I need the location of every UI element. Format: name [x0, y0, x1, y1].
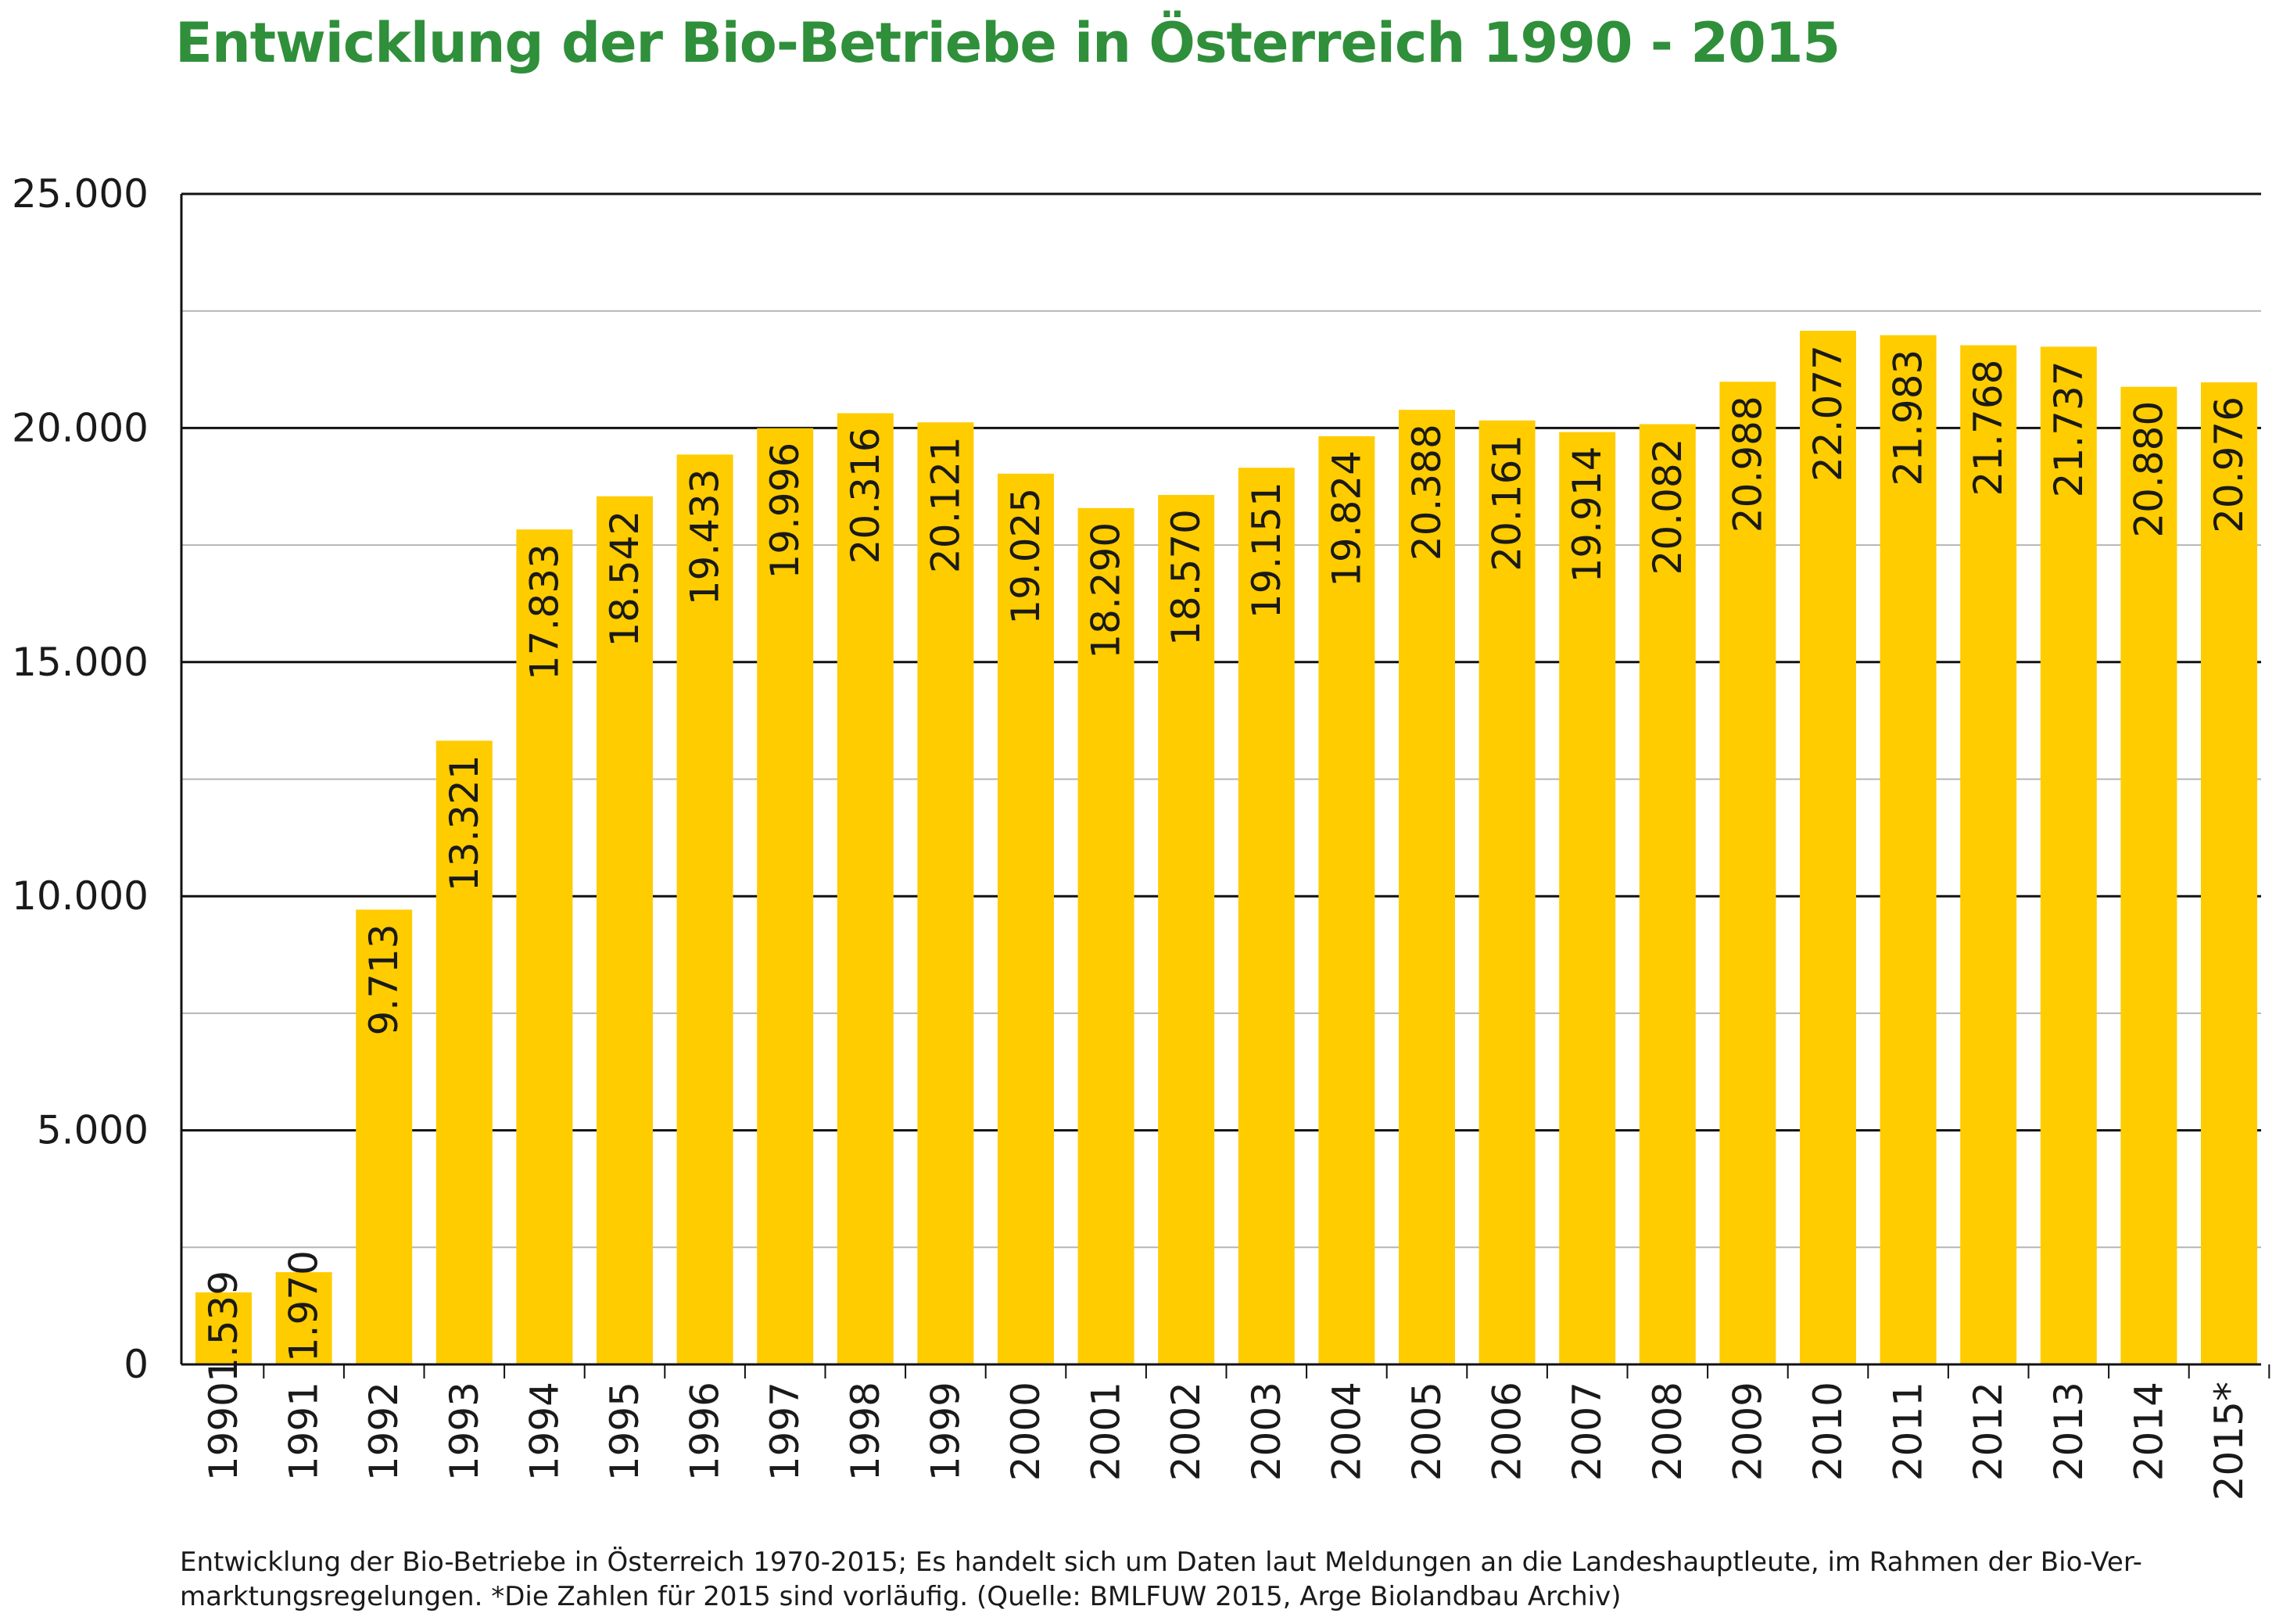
x-tick-label: 2008	[1645, 1382, 1690, 1481]
value-label: 20.880	[2126, 401, 2171, 538]
grid-lines	[181, 192, 2261, 1249]
value-label: 22.077	[1805, 345, 1851, 482]
value-label: 9.713	[361, 923, 407, 1035]
value-label: 21.737	[2046, 360, 2091, 497]
x-tick-label: 1990	[201, 1382, 246, 1481]
bar	[757, 428, 814, 1364]
x-tick-label: 1995	[602, 1382, 647, 1481]
bar	[1158, 495, 1215, 1365]
value-label: 20.082	[1645, 438, 1690, 575]
value-label: 18.290	[1084, 522, 1129, 659]
bar	[597, 496, 653, 1364]
bar	[1478, 420, 1536, 1365]
value-label: 19.996	[762, 443, 808, 579]
value-label: 17.833	[521, 543, 567, 680]
y-tick-label: 0	[124, 1342, 149, 1387]
x-tick-label: 1998	[843, 1382, 888, 1481]
value-label: 13.321	[442, 755, 487, 891]
bar	[1238, 468, 1295, 1365]
x-tick-label: 2004	[1324, 1382, 1369, 1481]
bar	[1559, 432, 1616, 1364]
value-label: 21.983	[1886, 350, 1931, 486]
footnote-line-1: Entwicklung der Bio-Betriebe in Österrei…	[180, 1547, 2142, 1578]
value-label: 20.388	[1404, 424, 1450, 561]
bars	[195, 331, 2257, 1365]
x-tick-label: 2011	[1886, 1382, 1931, 1481]
value-label: 20.988	[1725, 396, 1770, 532]
x-tick-label: 2014	[2126, 1382, 2171, 1481]
x-tick-label: 2003	[1244, 1382, 1289, 1481]
bar	[676, 454, 733, 1364]
x-tick-label: 2007	[1564, 1382, 1610, 1481]
x-tick-label: 1994	[521, 1382, 567, 1481]
chart-title: Entwicklung der Bio-Betriebe in Österrei…	[175, 11, 1840, 75]
bar-chart: 1.539 1.970 9.713 13.321 17.833 18.542 19.433 1…	[12, 171, 2270, 1500]
value-labels: 1.539 1.970 9.713 13.321 17.833 18.542 19.433 1…	[201, 345, 2252, 1382]
value-label: 20.161	[1485, 435, 1530, 572]
x-tick-label: 2005	[1404, 1382, 1450, 1481]
bar	[1960, 345, 2017, 1364]
bar	[516, 529, 573, 1365]
bar	[1880, 335, 1937, 1364]
value-label: 19.025	[1003, 488, 1048, 625]
bar	[1077, 507, 1134, 1364]
x-tick-label: 2006	[1485, 1382, 1530, 1481]
bar	[2201, 382, 2257, 1364]
y-tick-label: 20.000	[12, 405, 149, 450]
x-tick-label: 1999	[923, 1382, 968, 1481]
value-label: 19.151	[1244, 482, 1289, 618]
x-tick-label: 1996	[683, 1382, 728, 1481]
axes: 0 5.000 10.000 15.000 20.000 25.000 1990 1991 19…	[12, 171, 2270, 1500]
x-tick-label: 2015*	[2206, 1382, 2252, 1500]
value-label: 18.570	[1163, 509, 1209, 646]
bar	[1719, 382, 1776, 1365]
bar	[2040, 346, 2097, 1364]
x-tick-label: 1997	[762, 1382, 808, 1481]
value-label: 20.121	[923, 436, 968, 573]
chart-footnote: Entwicklung der Bio-Betriebe in Österrei…	[180, 1545, 2252, 1614]
bar	[1639, 424, 1696, 1364]
bar	[435, 740, 493, 1364]
bar	[917, 422, 974, 1364]
bar	[1318, 436, 1375, 1364]
value-label: 18.542	[602, 511, 647, 647]
y-tick-label: 5.000	[37, 1108, 149, 1153]
bar	[1399, 410, 1455, 1365]
x-tick-label: 2013	[2046, 1382, 2091, 1481]
bar	[837, 413, 894, 1364]
bar	[2120, 386, 2177, 1365]
x-tick-label: 2009	[1725, 1382, 1770, 1481]
bar	[1800, 331, 1856, 1364]
bar	[998, 473, 1054, 1365]
value-label: 20.316	[843, 427, 888, 564]
x-tick-label: 2012	[1966, 1382, 2011, 1481]
y-tick-label: 25.000	[12, 171, 149, 217]
value-label: 1.970	[281, 1250, 327, 1362]
value-label: 20.976	[2206, 396, 2252, 533]
value-label: 21.768	[1966, 360, 2011, 497]
x-tick-label: 2001	[1084, 1382, 1129, 1481]
x-tick-label: 1991	[281, 1382, 327, 1481]
x-tick-label: 1993	[442, 1382, 487, 1481]
y-tick-label: 15.000	[12, 640, 149, 685]
x-tick-label: 1992	[361, 1382, 407, 1481]
value-label: 1.539	[201, 1271, 246, 1382]
x-tick-label: 2010	[1805, 1382, 1851, 1481]
bar	[275, 1272, 332, 1364]
y-tick-label: 10.000	[12, 873, 149, 919]
x-tick-label: 2002	[1163, 1382, 1209, 1481]
value-label: 19.433	[683, 468, 728, 605]
bar	[195, 1292, 252, 1364]
value-label: 19.824	[1324, 450, 1369, 587]
value-label: 19.914	[1564, 446, 1610, 583]
bar	[356, 909, 413, 1364]
x-tick-label: 2000	[1003, 1382, 1048, 1481]
footnote-line-2: marktungsregelungen. *Die Zahlen für 201…	[180, 1581, 1622, 1612]
